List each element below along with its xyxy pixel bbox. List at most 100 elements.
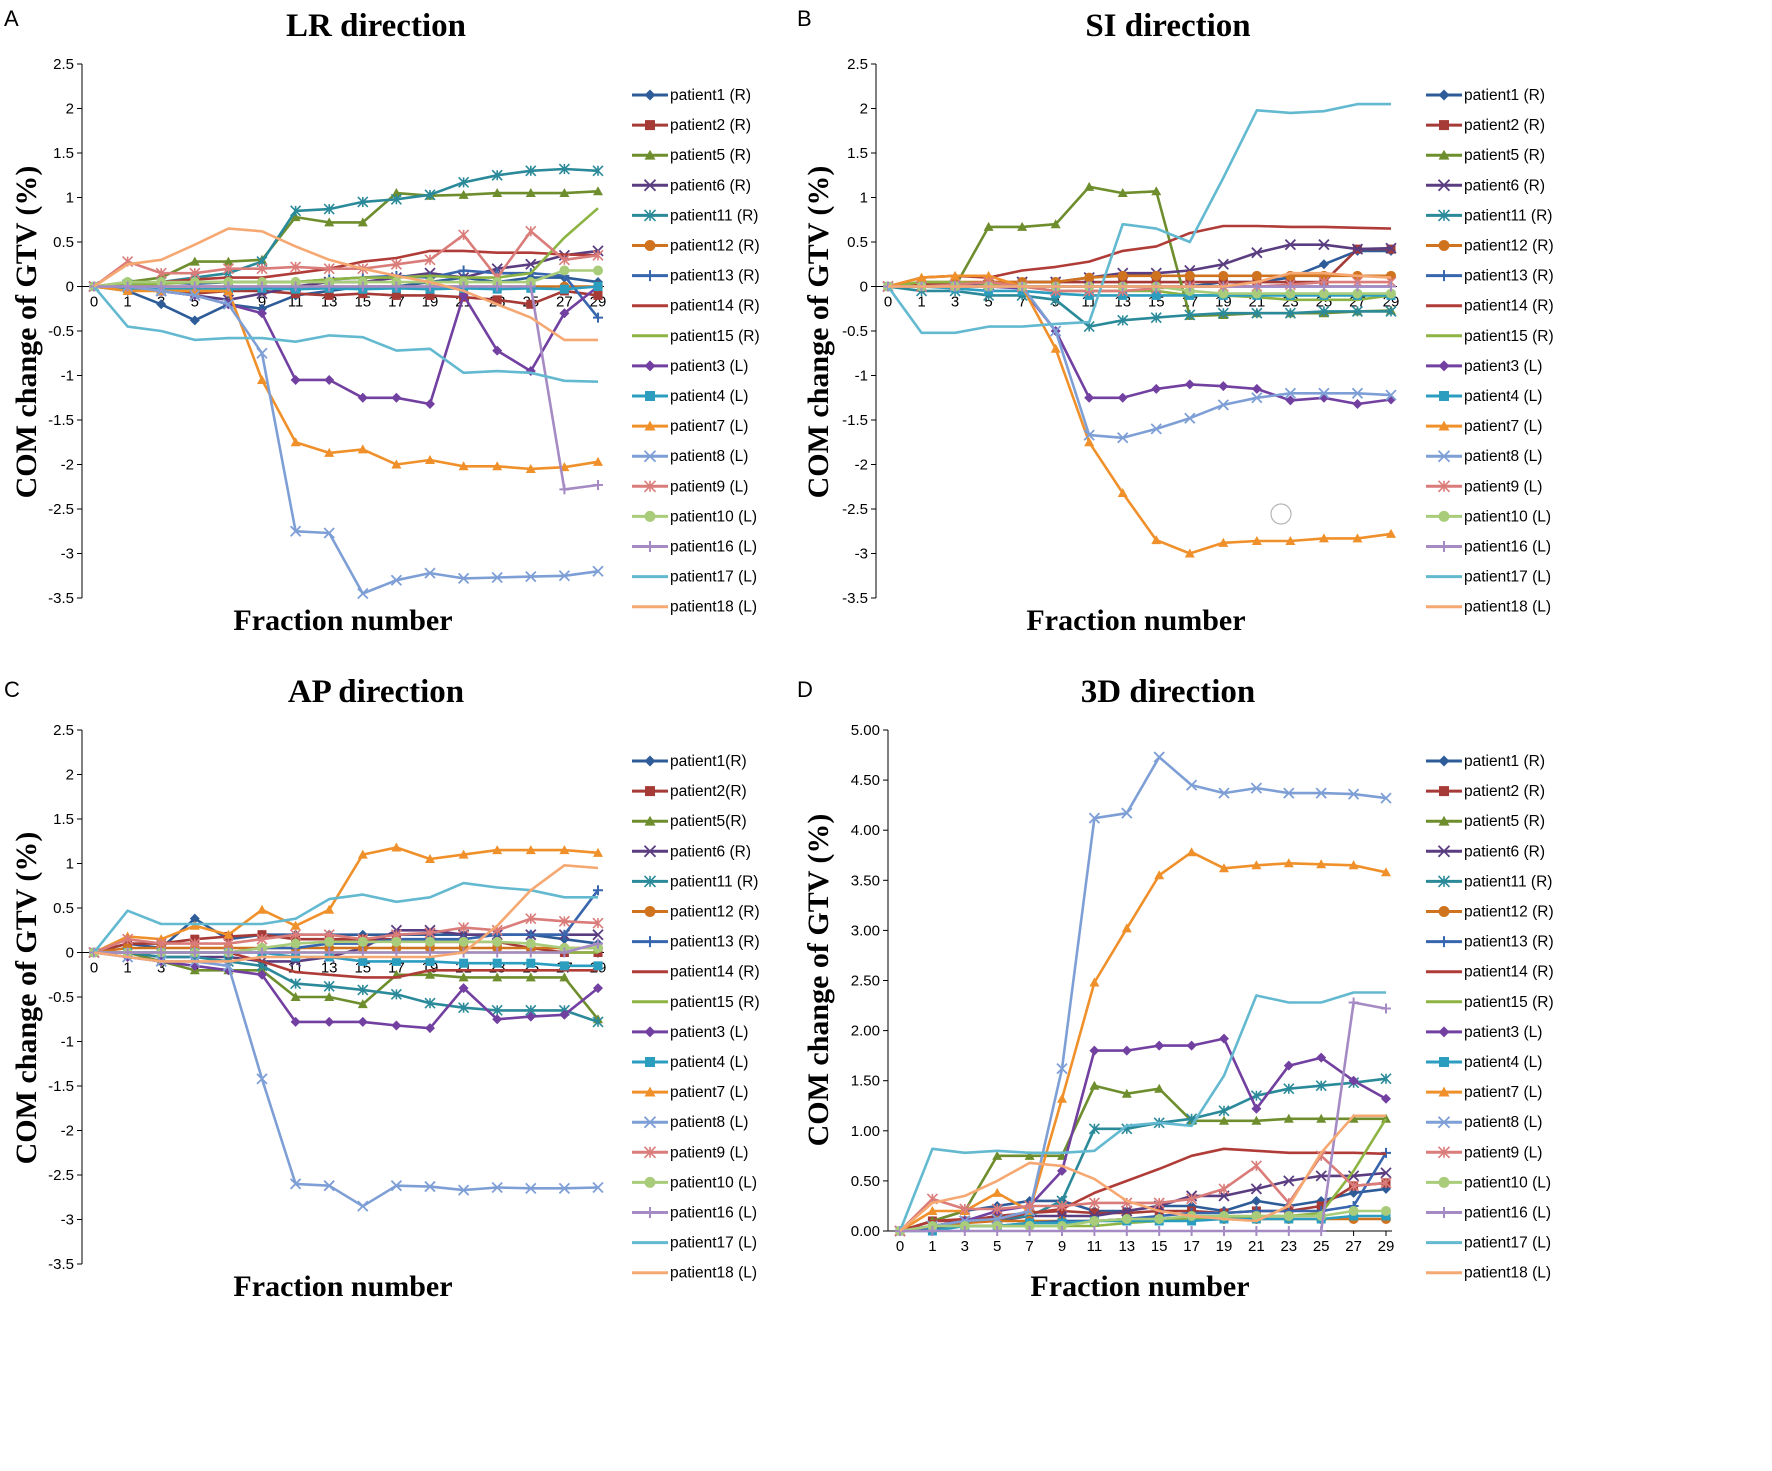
y-tick-label: 4.50 [851, 772, 880, 789]
panel-letter: A [4, 6, 19, 31]
series-line-patient18 [93, 863, 599, 963]
legend-item-patient12: patient12 (R) [1426, 904, 1554, 921]
y-tick-label: 1 [66, 856, 74, 873]
x-tick-label: 11 [1087, 1238, 1103, 1255]
data-point-patient6 [1380, 1167, 1392, 1179]
data-point-patient8 [1380, 792, 1392, 804]
x-tick-label: 5 [984, 294, 992, 311]
data-point-patient8 [1088, 812, 1101, 824]
series-line-patient7 [887, 274, 1392, 555]
x-tick-label: 9 [1058, 1238, 1066, 1255]
legend-marker [643, 450, 657, 463]
legend-marker [1439, 391, 1449, 401]
data-point-patient9 [222, 938, 234, 950]
series-patient16 [89, 281, 603, 495]
legend-label: patient3 (L) [1464, 1024, 1542, 1041]
data-point-patient7 [992, 1187, 1003, 1197]
data-point-patient2 [1316, 1201, 1326, 1211]
data-point-patient3 [1251, 383, 1262, 394]
series-patient18 [899, 1114, 1386, 1232]
legend-label: patient9 (L) [670, 1144, 748, 1161]
data-point-patient3 [425, 1023, 435, 1034]
data-point-patient8 [491, 1181, 503, 1194]
legend-marker [643, 1116, 657, 1129]
legend-label: patient10 (L) [1464, 508, 1551, 525]
legend-marker [1438, 1207, 1450, 1218]
series-line-patient14 [887, 224, 1392, 288]
data-point-patient5 [357, 217, 368, 227]
legend-item-patient4: patient4 (L) [632, 388, 748, 405]
data-point-patient5 [324, 992, 335, 1001]
data-point-patient9 [256, 263, 268, 275]
data-point-patient7 [593, 456, 603, 466]
data-point-patient5 [559, 188, 570, 198]
y-tick-label: 2 [66, 767, 74, 784]
legend-marker [1437, 845, 1451, 858]
data-point-patient9 [558, 254, 570, 266]
data-point-patient16 [324, 281, 335, 292]
data-point-patient9 [959, 1203, 971, 1215]
data-point-patient10 [357, 936, 368, 947]
legend-item-patient16: patient16 (L) [632, 539, 757, 556]
series-patient17 [92, 881, 598, 954]
data-point-patient10 [1381, 1205, 1391, 1216]
legend-label: patient14 (R) [670, 298, 760, 315]
y-tick-label: -2.5 [842, 501, 868, 518]
legend-item-patient1: patient1 (R) [1426, 87, 1545, 104]
data-point-patient10 [927, 1220, 938, 1231]
data-point-patient10 [1352, 288, 1363, 299]
data-point-patient4 [1187, 1216, 1197, 1226]
y-tick-label: -1.5 [842, 412, 868, 429]
data-point-patient6 [1347, 1170, 1360, 1182]
legend-label: patient16 (L) [1464, 1205, 1551, 1222]
data-point-patient5 [525, 972, 536, 982]
y-tick-label: 2.50 [851, 973, 880, 990]
data-point-patient7 [525, 845, 536, 855]
x-axis-label: Fraction number [1030, 1270, 1249, 1303]
data-point-patient16 [1386, 281, 1396, 292]
series-line-patient17 [92, 881, 598, 954]
data-point-patient10 [290, 938, 301, 949]
data-point-patient3 [1348, 1075, 1359, 1086]
series-patient17 [93, 285, 599, 383]
y-tick-label: 5.00 [851, 722, 880, 739]
data-point-patient11 [390, 988, 402, 1000]
data-point-patient5 [1251, 1115, 1262, 1125]
legend-marker [1437, 1146, 1451, 1159]
series-line-patient11 [94, 951, 599, 1024]
legend-label: patient17 (L) [670, 569, 757, 586]
x-tick-label: 7 [1025, 1238, 1033, 1255]
data-point-patient5 [1283, 1113, 1294, 1123]
data-point-patient11 [525, 165, 537, 177]
legend-marker [1438, 1086, 1450, 1097]
data-point-patient16 [525, 947, 536, 958]
legend-label: patient5(R) [670, 813, 747, 830]
legend-marker [1438, 270, 1450, 282]
data-point-patient3 [492, 1014, 503, 1025]
legend-marker [643, 845, 657, 858]
data-point-patient7 [1283, 858, 1294, 868]
data-point-patient9 [558, 915, 570, 927]
data-point-patient7 [1151, 535, 1162, 545]
y-tick-label: -0.5 [48, 323, 74, 340]
legend-marker [1438, 420, 1450, 431]
data-point-patient8 [1284, 387, 1297, 399]
data-point-patient6 [1318, 239, 1330, 251]
data-point-patient9 [1153, 1197, 1165, 1209]
data-point-patient5 [324, 217, 335, 227]
data-point-patient16 [1089, 1226, 1100, 1236]
data-point-patient10 [1218, 288, 1229, 299]
data-point-patient6 [1284, 239, 1297, 251]
data-point-patient8 [1150, 423, 1162, 435]
x-tick-label: 29 [1378, 1238, 1395, 1255]
y-tick-label: 0 [66, 279, 74, 296]
data-point-patient7 [950, 270, 961, 280]
data-point-patient3 [1218, 381, 1229, 392]
data-point-patient13 [458, 265, 469, 276]
y-tick-label: 1.50 [851, 1073, 880, 1090]
legend-item-patient3: patient3 (L) [632, 1024, 748, 1041]
data-point-patient8 [256, 1073, 268, 1085]
data-point-patient8 [1251, 392, 1263, 404]
data-point-patient7 [391, 459, 402, 469]
panel-letter: B [797, 6, 812, 31]
